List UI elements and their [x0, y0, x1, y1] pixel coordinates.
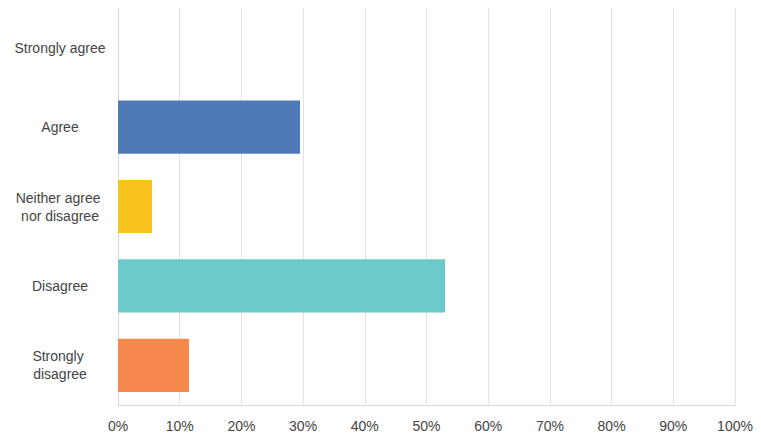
svg-text:Strongly agree: Strongly agree: [14, 40, 105, 56]
svg-text:Neither agree: Neither agree: [16, 190, 105, 206]
svg-text:20%: 20%: [227, 418, 255, 434]
svg-text:10%: 10%: [166, 418, 194, 434]
svg-text:80%: 80%: [598, 418, 626, 434]
svg-text:90%: 90%: [659, 418, 687, 434]
svg-text:Agree: Agree: [41, 119, 79, 135]
svg-text:50%: 50%: [412, 418, 440, 434]
svg-text:0%: 0%: [108, 418, 128, 434]
svg-text:30%: 30%: [289, 418, 317, 434]
svg-text:Disagree: Disagree: [32, 278, 88, 294]
svg-text:70%: 70%: [536, 418, 564, 434]
svg-text:40%: 40%: [351, 418, 379, 434]
svg-text:nor disagree: nor disagree: [21, 208, 99, 224]
svg-text:disagree: disagree: [33, 366, 87, 382]
svg-text:60%: 60%: [474, 418, 502, 434]
svg-text:Strongly: Strongly: [32, 348, 87, 364]
svg-text:100%: 100%: [717, 418, 753, 434]
